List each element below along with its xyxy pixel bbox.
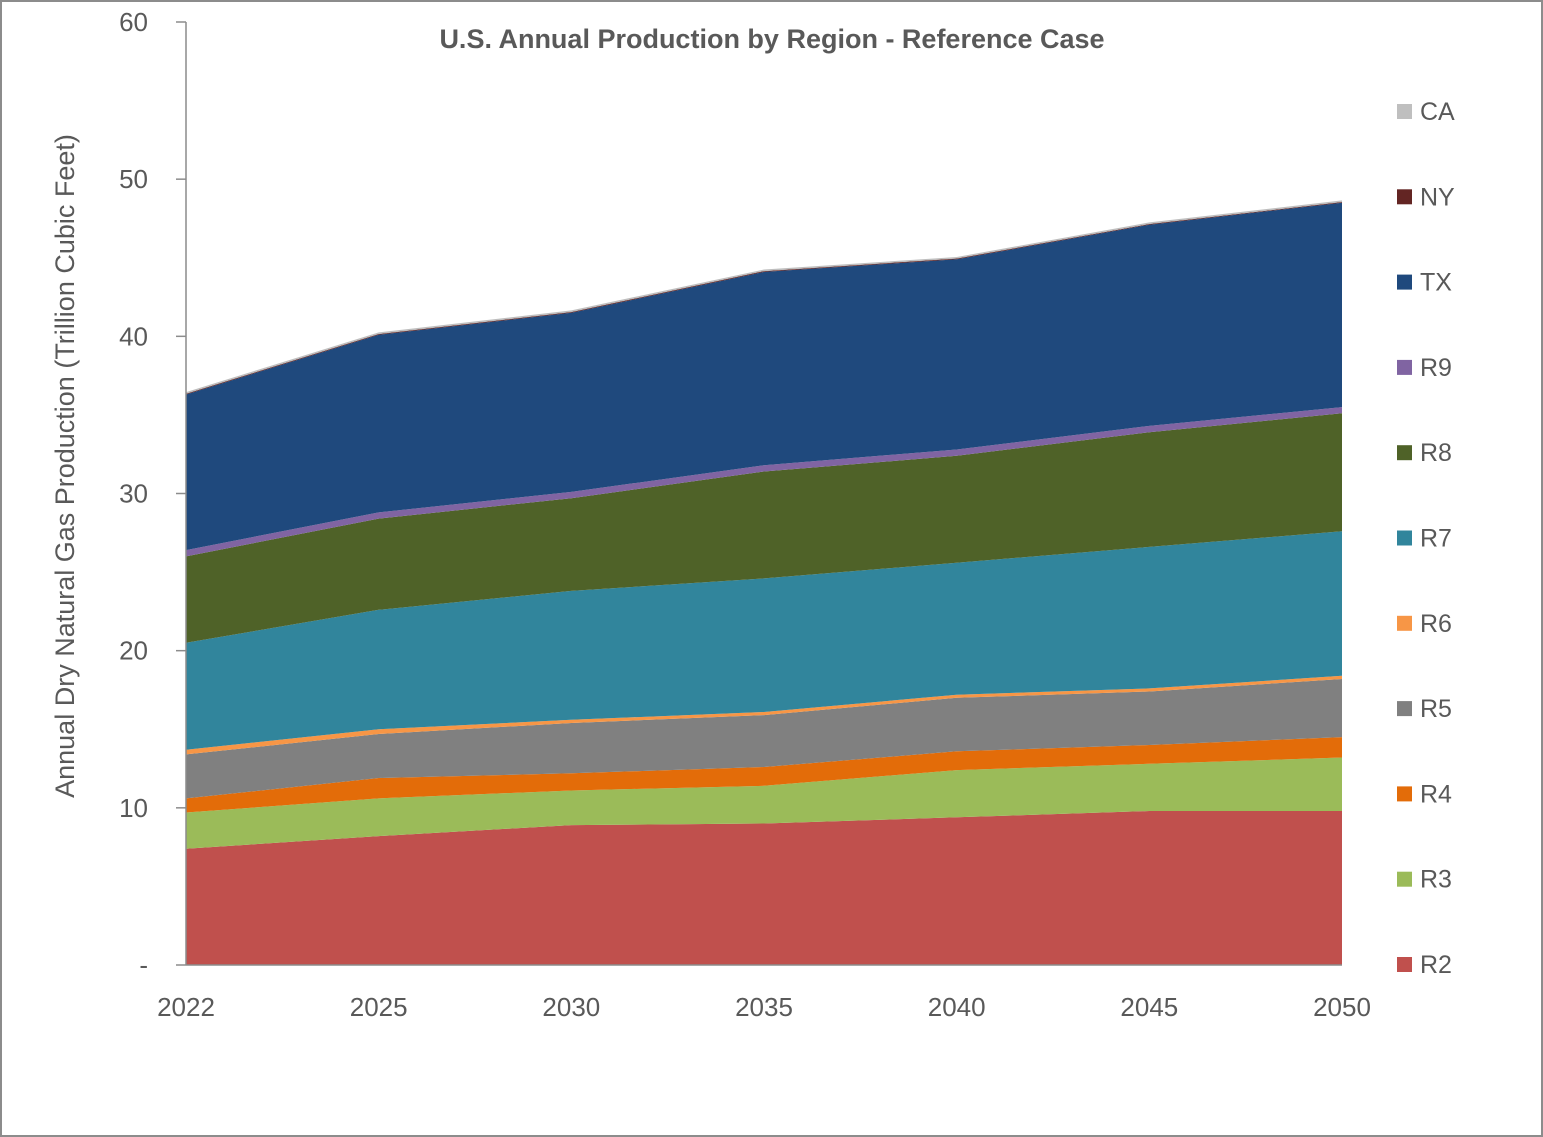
- x-tick-label: 2050: [1313, 992, 1371, 1022]
- area-series-r6: [186, 675, 1342, 755]
- area-series-r7: [186, 531, 1342, 750]
- y-tick-label: 30: [119, 479, 148, 509]
- y-axis-ticks: - 10 20 30 40 50 60: [119, 7, 186, 980]
- x-tick-label: 2040: [928, 992, 986, 1022]
- legend-label-r2: R2: [1420, 951, 1452, 979]
- legend-label-ca: CA: [1420, 98, 1455, 126]
- legend-label-tx: TX: [1420, 269, 1452, 297]
- legend-label-r5: R5: [1420, 695, 1452, 723]
- legend-label-r3: R3: [1420, 866, 1452, 894]
- legend-swatch-ny: [1397, 189, 1412, 205]
- legend-label-r8: R8: [1420, 439, 1452, 467]
- area-series-r2: [186, 811, 1342, 965]
- x-axis-ticks: 2022 2025 2030 2035 2040 2045 2050: [157, 992, 1371, 1022]
- y-tick-label: 20: [119, 636, 148, 666]
- legend-label-ny: NY: [1420, 183, 1455, 211]
- x-tick-label: 2022: [157, 992, 215, 1022]
- x-tick-label: 2045: [1120, 992, 1178, 1022]
- legend-label-r7: R7: [1420, 525, 1452, 553]
- area-series-tx: [186, 202, 1342, 551]
- area-series-r3: [186, 757, 1342, 849]
- legend-swatch-r4: [1397, 786, 1412, 802]
- legend-label-r4: R4: [1420, 780, 1452, 808]
- area-series-r5: [186, 679, 1342, 799]
- legend-swatch-r5: [1397, 701, 1412, 717]
- legend-swatch-r2: [1397, 957, 1412, 972]
- legend-swatch-r9: [1397, 359, 1412, 375]
- x-tick-label: 2035: [735, 992, 793, 1022]
- y-tick-label: -: [139, 950, 148, 980]
- legend-swatch-ca: [1397, 104, 1412, 119]
- legend-swatch-r3: [1397, 871, 1412, 887]
- legend-label-r6: R6: [1420, 610, 1452, 638]
- x-tick-label: 2025: [350, 992, 408, 1022]
- y-tick-label: 50: [119, 164, 148, 194]
- area-series-group: [186, 200, 1342, 965]
- legend-swatch-r6: [1397, 615, 1412, 631]
- y-axis-label: Annual Dry Natural Gas Production (Trill…: [50, 134, 80, 798]
- area-series-r8: [186, 413, 1342, 643]
- chart-title: U.S. Annual Production by Region - Refer…: [439, 24, 1104, 54]
- legend-swatch-r8: [1397, 445, 1412, 461]
- legend-label-r9: R9: [1420, 354, 1452, 382]
- legend-swatch-tx: [1397, 274, 1412, 290]
- area-series-r9: [186, 407, 1342, 557]
- x-tick-label: 2030: [542, 992, 600, 1022]
- legend-swatch-r7: [1397, 530, 1412, 546]
- legend: CA NY TX R9 R8 R7 R6 R5 R4 R3 R2: [1397, 98, 1455, 979]
- y-tick-label: 60: [119, 7, 148, 37]
- y-tick-label: 40: [119, 321, 148, 351]
- y-tick-label: 10: [119, 793, 148, 823]
- area-series-r4: [186, 737, 1342, 813]
